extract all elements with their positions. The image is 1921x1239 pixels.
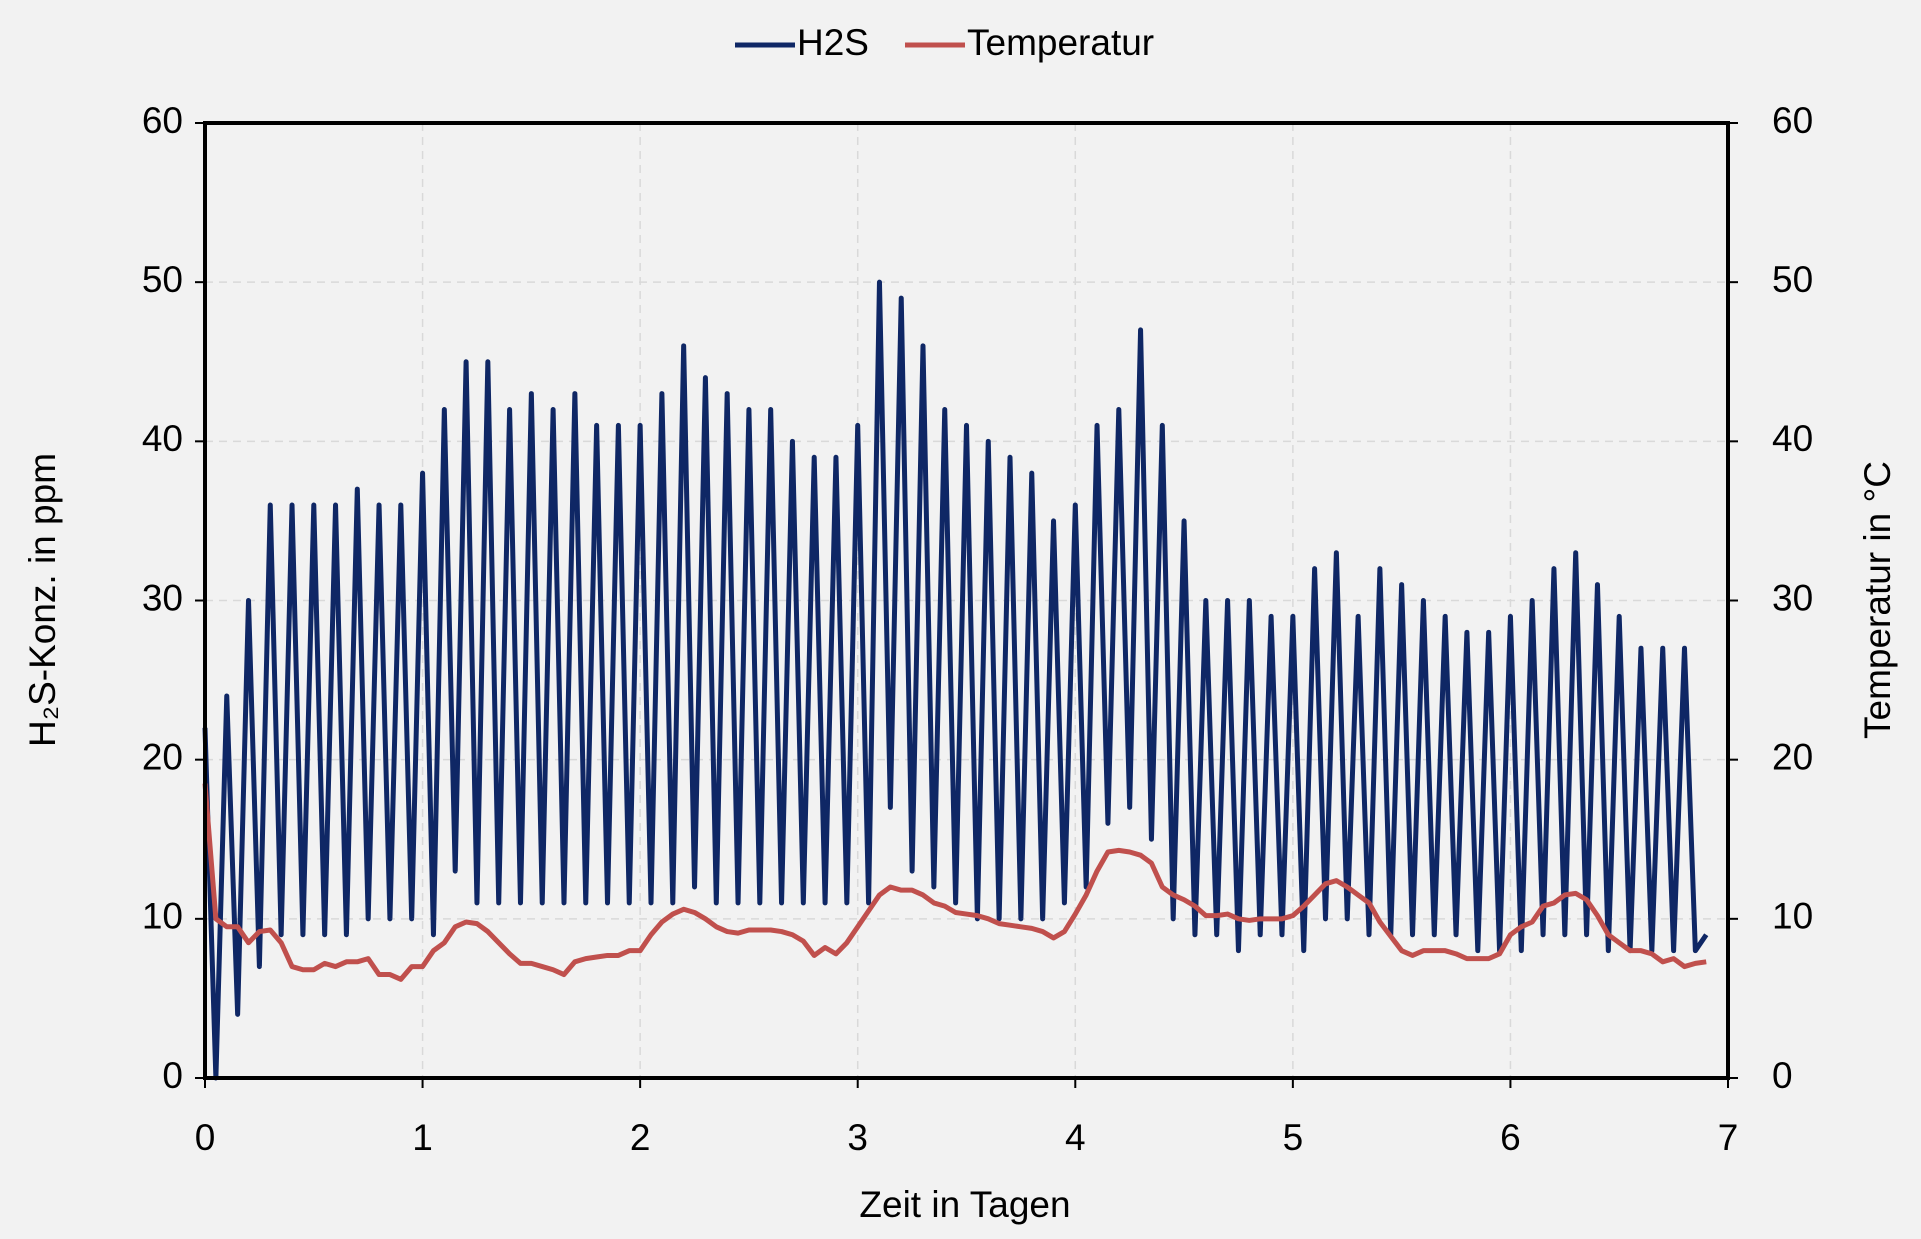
y2-tick-label: 20 — [1772, 736, 1813, 777]
data-line — [202, 783, 1707, 982]
x-tick-label: 2 — [630, 1117, 651, 1158]
legend-label: Temperatur — [967, 22, 1154, 63]
x-tick-label: 3 — [847, 1117, 868, 1158]
x-tick-label: 4 — [1065, 1117, 1086, 1158]
x-tick-label: 7 — [1718, 1117, 1739, 1158]
plot-border — [203, 121, 1730, 1080]
x-tick-label: 6 — [1500, 1117, 1521, 1158]
x-tick-label: 0 — [195, 1117, 216, 1158]
y2-tick-label: 30 — [1772, 577, 1813, 618]
y-tick-label: 20 — [142, 736, 183, 777]
x-tick-label: 1 — [412, 1117, 433, 1158]
y-tick-label: 0 — [162, 1055, 183, 1096]
y-axis-title: H₂S-Konz. in ppm — [22, 453, 63, 747]
y-tick-label: 40 — [142, 418, 183, 459]
data-line — [202, 279, 1709, 1081]
y-tick-label: 60 — [142, 100, 183, 141]
y2-tick-label: 0 — [1772, 1055, 1793, 1096]
y2-axis-title: Temperatur in °C — [1857, 461, 1898, 739]
x-tick-label: 5 — [1283, 1117, 1304, 1158]
y2-tick-label: 40 — [1772, 418, 1813, 459]
y2-tick-label: 10 — [1772, 896, 1813, 937]
x-axis-title: Zeit in Tagen — [859, 1184, 1070, 1225]
y2-tick-label: 50 — [1772, 259, 1813, 300]
y-tick-label: 10 — [142, 896, 183, 937]
y2-tick-label: 60 — [1772, 100, 1813, 141]
y-tick-label: 30 — [142, 577, 183, 618]
y-tick-label: 50 — [142, 259, 183, 300]
legend-label: H2S — [797, 22, 869, 63]
